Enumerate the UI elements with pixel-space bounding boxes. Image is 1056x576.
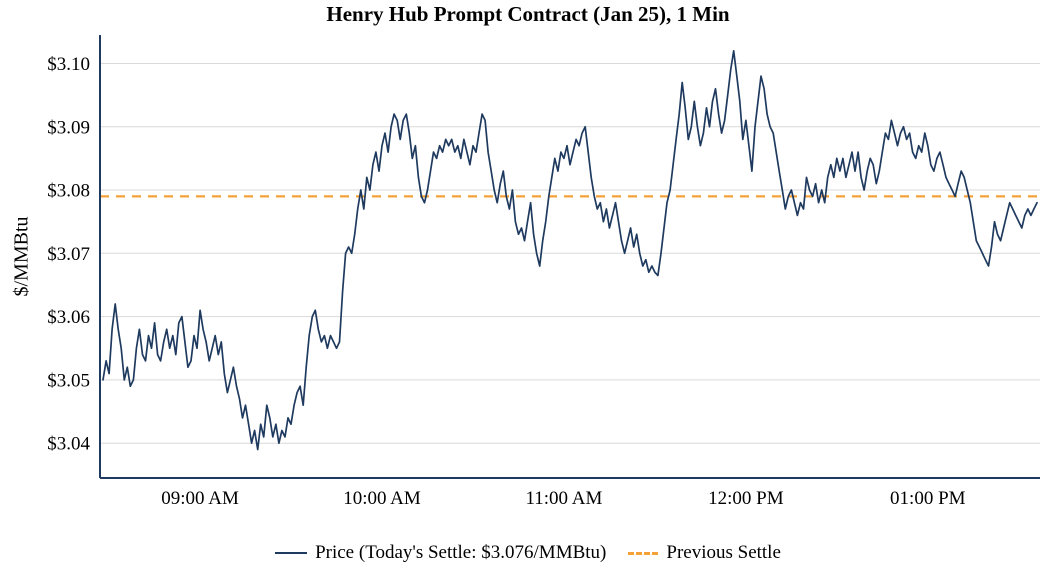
x-tick-label: 10:00 AM — [343, 488, 421, 509]
y-tick-label: $3.04 — [47, 434, 90, 455]
legend-price-label: Price (Today's Settle: $3.076/MMBtu) — [315, 542, 607, 563]
y-tick-label: $3.05 — [47, 370, 90, 391]
y-tick-label: $3.08 — [47, 181, 90, 202]
x-tick-label: 12:00 PM — [708, 488, 784, 509]
legend: Price (Today's Settle: $3.076/MMBtu) Pre… — [0, 542, 1056, 564]
x-tick-label: 01:00 PM — [890, 488, 966, 509]
legend-previous-settle-label: Previous Settle — [666, 542, 781, 563]
y-tick-label: $3.10 — [47, 54, 90, 75]
previous-settle-swatch — [628, 551, 659, 555]
y-tick-label: $3.07 — [47, 244, 90, 265]
y-tick-label: $3.06 — [47, 307, 90, 328]
chart-title: Henry Hub Prompt Contract (Jan 25), 1 Mi… — [326, 2, 730, 26]
x-tick-label: 09:00 AM — [161, 488, 239, 509]
y-tick-label: $3.09 — [47, 117, 90, 138]
price-line — [102, 49, 1038, 451]
x-tick-label: 11:00 AM — [525, 488, 602, 509]
price-line-swatch — [275, 552, 308, 554]
